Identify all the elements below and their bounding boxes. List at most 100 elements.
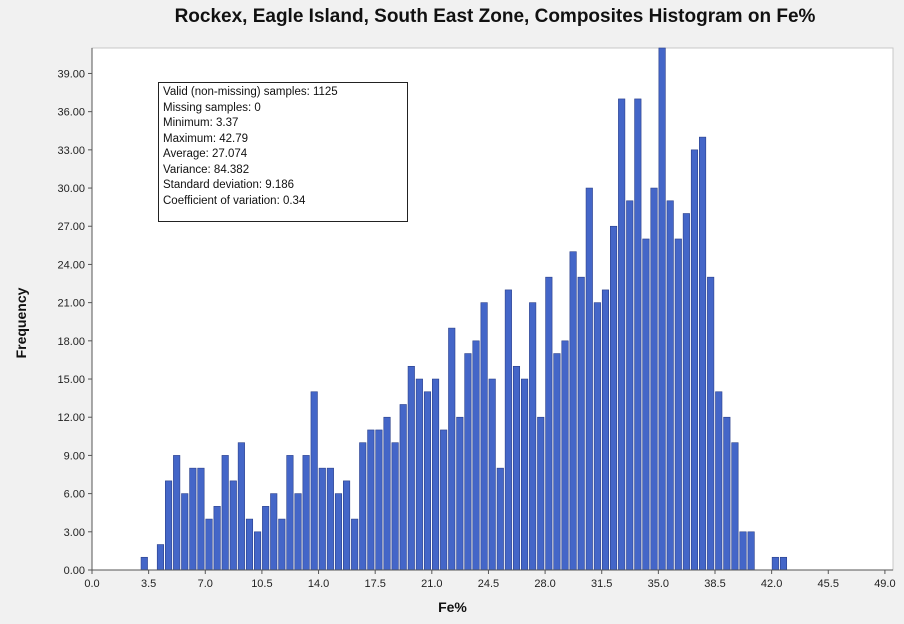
- y-tick-label: 33.00: [57, 145, 85, 157]
- histogram-bar: [601, 289, 610, 571]
- histogram-bar: [205, 518, 213, 571]
- x-tick-label: 17.5: [364, 578, 385, 590]
- histogram-bar: [747, 531, 755, 571]
- stat-minimum: Minimum: 3.37: [163, 117, 239, 129]
- histogram-bar: [569, 251, 577, 571]
- y-tick-label: 6.00: [64, 489, 85, 501]
- histogram-bar: [779, 556, 788, 571]
- histogram-bar: [140, 556, 148, 571]
- histogram-bar: [343, 480, 351, 571]
- histogram-bar: [690, 149, 699, 571]
- histogram-bar: [456, 416, 464, 571]
- histogram-bar: [504, 289, 512, 571]
- bars-layer: [140, 47, 788, 571]
- histogram-bar: [464, 353, 472, 571]
- histogram-bar: [156, 544, 165, 571]
- histogram-bar: [545, 276, 553, 571]
- histogram-bar: [326, 467, 334, 571]
- y-tick-label: 18.00: [57, 336, 85, 348]
- y-tick-label: 3.00: [64, 527, 85, 539]
- histogram-bar: [715, 391, 723, 571]
- y-tick-label: 12.00: [57, 412, 85, 424]
- histogram-bar: [294, 493, 302, 571]
- histogram-bar: [650, 187, 658, 571]
- x-tick-label: 21.0: [421, 578, 442, 590]
- histogram-bar: [237, 442, 245, 571]
- y-tick-label: 39.00: [57, 68, 85, 80]
- histogram-bar: [723, 416, 731, 571]
- histogram-bar: [351, 518, 359, 571]
- histogram-bar: [626, 200, 634, 571]
- histogram-bar: [415, 378, 423, 571]
- histogram-bar: [739, 531, 747, 571]
- histogram-bar: [221, 455, 229, 571]
- y-tick-label: 21.00: [57, 298, 85, 310]
- histogram-bar: [642, 238, 650, 571]
- histogram-bar: [213, 506, 221, 571]
- histogram-bar: [610, 225, 618, 571]
- histogram-bar: [262, 506, 270, 571]
- stat-missing-samples: Missing samples: 0: [163, 101, 261, 114]
- y-tick-label: 24.00: [57, 259, 85, 271]
- x-tick-label: 35.0: [648, 578, 669, 590]
- y-tick-label: 27.00: [57, 221, 85, 233]
- stat-standard-deviation: Standard deviation: 9.186: [163, 179, 295, 191]
- x-tick-label: 38.5: [704, 578, 725, 590]
- x-tick-label: 14.0: [308, 578, 329, 590]
- histogram-bar: [480, 302, 488, 571]
- x-tick-label: 28.0: [534, 578, 555, 590]
- histogram-bar: [334, 493, 343, 571]
- histogram-bar: [537, 416, 545, 571]
- histogram-bar: [699, 136, 707, 571]
- histogram-bar: [245, 518, 254, 571]
- histogram-bar: [593, 302, 601, 571]
- x-tick-label: 10.5: [251, 578, 272, 590]
- y-axis-title: Frequency: [13, 287, 29, 358]
- stat-average: Average: 27.074: [163, 148, 248, 160]
- histogram-bar: [529, 302, 537, 571]
- x-tick-label: 42.0: [761, 578, 782, 590]
- histogram-bar: [512, 365, 521, 571]
- y-tick-label: 15.00: [57, 374, 85, 386]
- x-tick-label: 49.0: [874, 578, 895, 590]
- histogram-bar: [375, 429, 383, 571]
- histogram-bar: [682, 213, 690, 571]
- stat-variance: Variance: 84.382: [163, 163, 250, 176]
- histogram-bar: [432, 378, 440, 571]
- y-tick-label: 0.00: [64, 565, 85, 577]
- stat-coefficient-of-variation: Coefficient of variation: 0.34: [163, 194, 306, 207]
- histogram-bar: [173, 455, 181, 571]
- histogram-bar: [383, 416, 391, 571]
- histogram-bar: [189, 467, 197, 571]
- histogram-bar: [674, 238, 682, 571]
- histogram-bar: [423, 391, 432, 571]
- x-tick-label: 3.5: [141, 578, 156, 590]
- histogram-bar: [496, 467, 504, 571]
- histogram-bar: [197, 467, 205, 571]
- histogram-bar: [181, 493, 189, 571]
- stat-maximum: Maximum: 42.79: [163, 132, 249, 145]
- histogram-bar: [448, 327, 456, 571]
- x-axis-title: Fe%: [438, 599, 467, 615]
- histogram-bar: [585, 187, 593, 571]
- y-tick-label: 36.00: [57, 107, 85, 119]
- y-tick-label: 9.00: [64, 450, 85, 462]
- histogram-bar: [367, 429, 375, 571]
- histogram-bar: [658, 47, 666, 571]
- histogram-bar: [577, 276, 585, 571]
- histogram-bar: [310, 391, 318, 571]
- histogram-bar: [165, 480, 173, 571]
- y-tick-label: 30.00: [57, 183, 85, 195]
- histogram-bar: [391, 442, 399, 571]
- histogram-bar: [318, 467, 326, 571]
- x-tick-label: 7.0: [198, 578, 213, 590]
- histogram-bar: [302, 455, 310, 571]
- histogram-bar: [771, 556, 779, 571]
- histogram-bar: [229, 480, 237, 571]
- chart-title: Rockex, Eagle Island, South East Zone, C…: [174, 6, 816, 27]
- histogram-bar: [634, 98, 642, 571]
- histogram-bar: [521, 378, 529, 571]
- x-tick-label: 24.5: [478, 578, 499, 590]
